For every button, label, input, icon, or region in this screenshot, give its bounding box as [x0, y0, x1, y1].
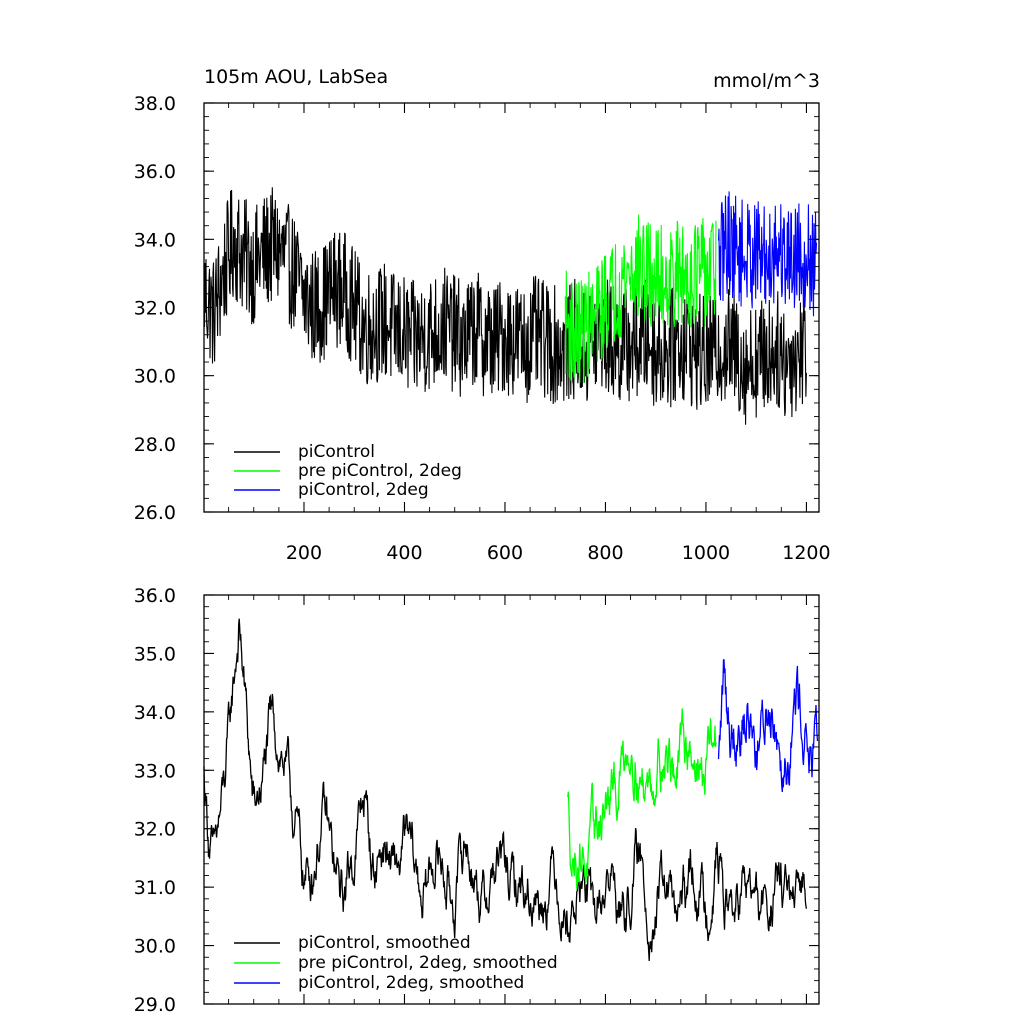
y-tick-label: 34.0 — [134, 702, 176, 724]
y-tick-label: 38.0 — [134, 93, 176, 115]
legend-label-2: pre piControl, 2deg — [298, 461, 462, 481]
x-tick-label: 600 — [487, 542, 523, 564]
y-tick-label: 29.0 — [134, 994, 176, 1016]
series-line-bottom-2 — [567, 708, 717, 889]
y-tick-label: 26.0 — [134, 502, 176, 524]
y-tick-label: 36.0 — [134, 161, 176, 183]
y-tick-label: 32.0 — [134, 819, 176, 841]
units-label: mmol/m^3 — [713, 70, 820, 92]
legend-label-3: piControl, 2deg, smoothed — [298, 973, 524, 993]
bottom-panel: 29.0 30.0 31.0 32.0 33.0 34.0 35.0 36.0 piContr… — [134, 585, 820, 1016]
bottom-series-group — [203, 618, 819, 962]
x-tick-label: 400 — [386, 542, 422, 564]
y-tick-label: 33.0 — [134, 760, 176, 782]
x-tick-label: 1000 — [682, 542, 730, 564]
series-line-bottom-3 — [717, 659, 819, 793]
series-line-bottom-1 — [203, 618, 808, 962]
legend-label-1: piControl, smoothed — [298, 933, 471, 953]
top-panel: 105m AOU, LabSea mmol/m^3 26.0 28.0 30.0 32… — [134, 66, 831, 564]
top-ticks-group: 26.0 28.0 30.0 32.0 34.0 36.0 38.0 200 400 600 800… — [134, 93, 831, 564]
y-tick-label: 30.0 — [134, 936, 176, 958]
y-tick-label: 31.0 — [134, 877, 176, 899]
legend-label-2: pre piControl, 2deg, smoothed — [298, 953, 558, 973]
x-tick-label: 800 — [587, 542, 623, 564]
series-line-top-3 — [717, 191, 818, 317]
y-tick-label: 30.0 — [134, 366, 176, 388]
legend-label-1: piControl — [298, 442, 375, 462]
series-line-top-1 — [203, 187, 807, 425]
y-tick-label: 36.0 — [134, 585, 176, 607]
y-tick-label: 32.0 — [134, 298, 176, 320]
top-series-group — [203, 187, 818, 425]
chart-title: 105m AOU, LabSea — [204, 66, 388, 88]
bottom-ticks-group: 29.0 30.0 31.0 32.0 33.0 34.0 35.0 36.0 — [134, 585, 819, 1016]
y-tick-label: 34.0 — [134, 229, 176, 251]
y-tick-label: 35.0 — [134, 643, 176, 665]
top-plot-frame — [203, 102, 820, 513]
legend-label-3: piControl, 2deg — [298, 480, 429, 500]
x-tick-label: 1200 — [782, 542, 830, 564]
y-tick-label: 28.0 — [134, 434, 176, 456]
bottom-plot-frame — [203, 594, 820, 1005]
series-line-top-2 — [564, 214, 717, 384]
x-tick-label: 200 — [286, 542, 322, 564]
